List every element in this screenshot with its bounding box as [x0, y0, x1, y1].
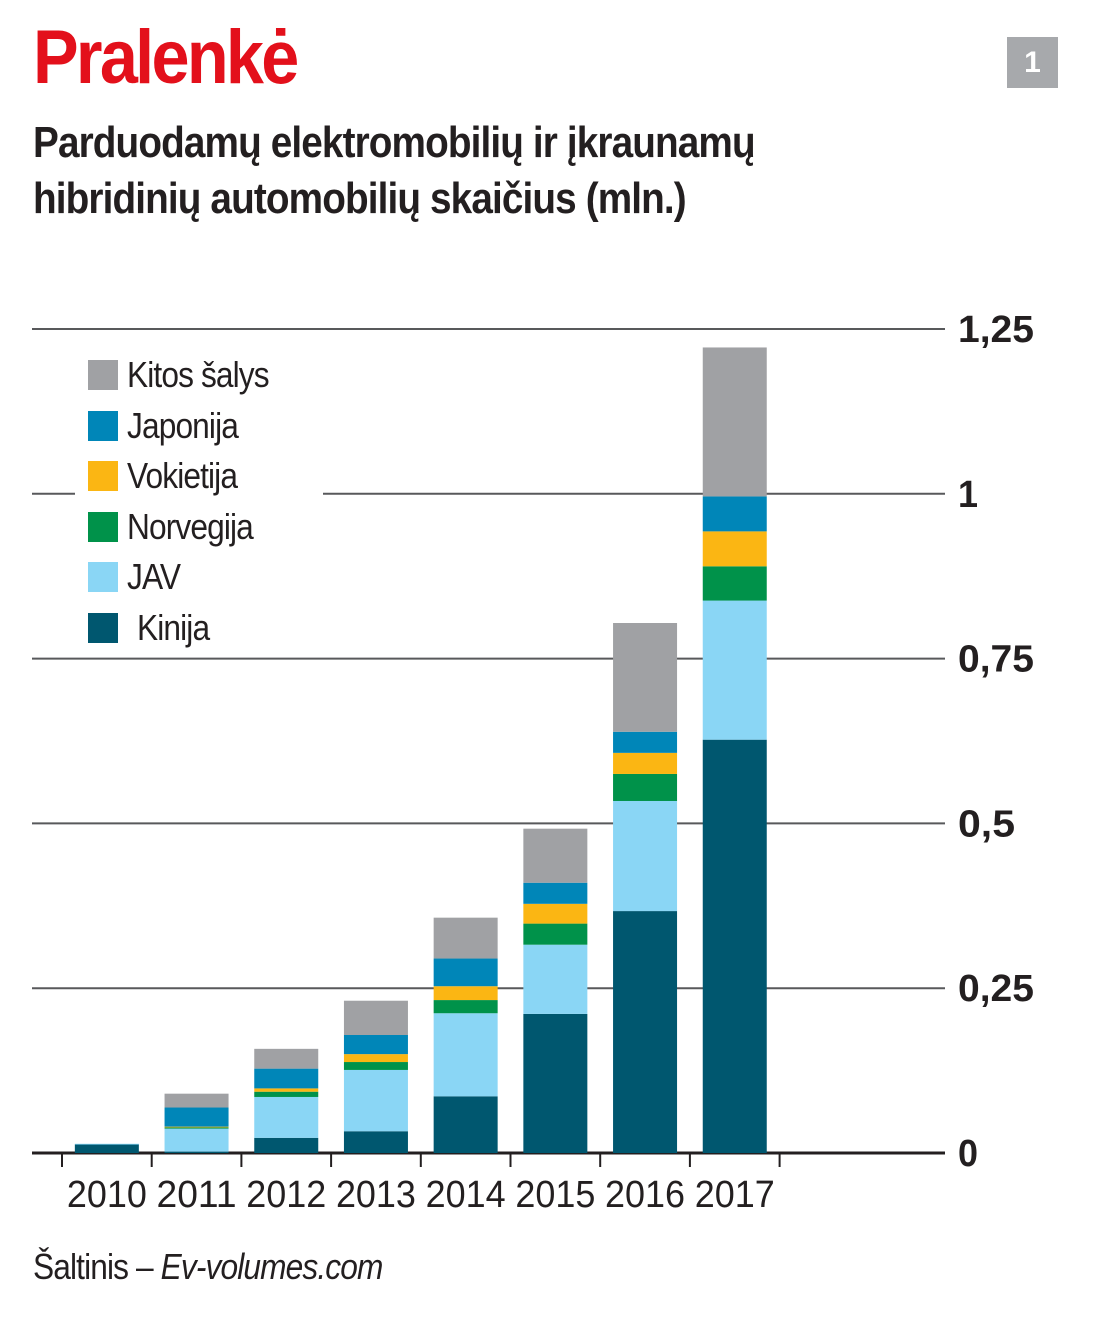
bar-segment-kinija-2015 — [523, 1013, 588, 1153]
legend-label: Kitos šalys — [127, 354, 270, 395]
bar-segment-norvegija-2016 — [613, 773, 678, 801]
legend-swatch — [88, 410, 118, 441]
bar-segment-kitos-alys-2016 — [613, 623, 678, 732]
bar-segment-vokietija-2015 — [523, 903, 588, 924]
x-tick-label: 2012 — [246, 1174, 326, 1216]
x-tick-label: 2013 — [336, 1174, 416, 1216]
bar-segment-kitos-alys-2012 — [254, 1048, 319, 1069]
bar-segment-vokietija-2013 — [343, 1054, 408, 1063]
y-tick-label: 1,25 — [958, 309, 1034, 351]
bar-segment-norvegija-2014 — [433, 1000, 498, 1014]
y-tick-label: 0,75 — [958, 639, 1034, 681]
bar-segment-japonija-2012 — [254, 1068, 319, 1089]
legend-item: Norvegija — [88, 506, 270, 547]
y-tick-label: 1 — [958, 474, 978, 516]
bar-segment-kinija-2014 — [433, 1096, 498, 1153]
chart-subtitle-line2: hibridinių automobilių skaičius (mln.) — [33, 174, 687, 223]
bar-segment-jav-2016 — [613, 800, 678, 912]
bar-segment-kinija-2011 — [164, 1151, 229, 1153]
bar-segment-kinija-2012 — [254, 1137, 319, 1153]
bar-segment-kinija-2013 — [343, 1131, 408, 1153]
legend-label: Japonija — [127, 404, 239, 446]
bar-segment-jav-2012 — [254, 1096, 319, 1138]
bar-segment-jav-2010 — [74, 1143, 139, 1145]
legend-label: JAV — [127, 556, 181, 597]
bar-segment-jav-2013 — [343, 1069, 408, 1132]
y-tick-label: 0,25 — [958, 968, 1034, 1010]
bar-segment-jav-2011 — [164, 1128, 229, 1152]
bar-segment-japonija-2016 — [613, 731, 678, 753]
bar-segment-vokietija-2011 — [164, 1126, 229, 1128]
source-label: Šaltinis – — [33, 1246, 161, 1287]
legend-item: Japonija — [88, 405, 253, 446]
x-tick-label: 2017 — [695, 1174, 775, 1216]
legend-item: Vokietija — [88, 455, 252, 496]
bar-segment-kitos-alys-2011 — [164, 1093, 229, 1108]
y-tick-label: 0 — [958, 1133, 978, 1175]
x-tick-label: 2010 — [67, 1174, 147, 1216]
legend-label: Norvegija — [127, 505, 254, 547]
legend-item: JAV — [88, 556, 187, 597]
bar-segment-vokietija-2012 — [254, 1088, 319, 1092]
legend-swatch — [88, 360, 118, 390]
bar-segment-japonija-2013 — [343, 1035, 408, 1055]
x-tick-label: 2011 — [157, 1174, 237, 1216]
bar-segment-jav-2017 — [702, 600, 767, 740]
legend-label: Vokietija — [127, 455, 238, 496]
bar-segment-jav-2014 — [433, 1013, 498, 1097]
x-tick-label: 2016 — [605, 1174, 685, 1216]
chart-title: Pralenkė — [33, 15, 299, 100]
source-name: Ev-volumes.com — [160, 1246, 384, 1287]
bar-segment-norvegija-2017 — [702, 566, 767, 601]
bar-segment-jav-2015 — [523, 944, 588, 1014]
bar-segment-norvegija-2013 — [343, 1062, 408, 1070]
bar-segment-vokietija-2016 — [613, 752, 678, 774]
legend-label: Kinija — [137, 606, 210, 648]
bar-segment-kitos-alys-2013 — [343, 1000, 408, 1036]
bar-segment-japonija-2015 — [523, 882, 588, 904]
chart-subtitle-line1: Parduodamų elektromobilių ir įkraunamų — [33, 118, 756, 167]
x-tick-label: 2014 — [426, 1174, 506, 1216]
bar-segment-japonija-2017 — [702, 496, 767, 532]
legend-swatch — [88, 461, 118, 491]
bar-segment-kitos-alys-2017 — [702, 347, 767, 497]
legend-item: Kitos šalys — [88, 354, 288, 395]
bar-segment-kinija-2016 — [613, 911, 678, 1153]
bar-segment-norvegija-2015 — [523, 923, 588, 945]
legend-swatch — [88, 612, 118, 643]
legend-swatch — [88, 511, 118, 542]
bar-segment-kitos-alys-2014 — [433, 917, 498, 959]
x-tick-label: 2015 — [515, 1174, 595, 1216]
bar-segment-vokietija-2017 — [702, 531, 767, 567]
legend-swatch — [88, 562, 118, 592]
bar-segment-kinija-2010 — [74, 1144, 139, 1153]
source-note: Šaltinis – Ev-volumes.com — [33, 1246, 384, 1288]
bar-segment-norvegija-2012 — [254, 1091, 319, 1097]
bar-segment-japonija-2011 — [164, 1107, 229, 1127]
bar-segment-norvegija-2011 — [164, 1127, 229, 1129]
figure-number-badge: 1 — [1007, 37, 1058, 88]
bar-segment-kinija-2017 — [702, 739, 767, 1153]
bar-segment-vokietija-2014 — [433, 986, 498, 1001]
bar-segment-kitos-alys-2015 — [523, 828, 588, 883]
chart-legend: Kitos šalys Japonija Vokietija Norvegija JAV… — [75, 350, 323, 650]
y-tick-label: 0,5 — [958, 803, 1015, 845]
bar-segment-japonija-2014 — [433, 958, 498, 987]
legend-item: Kinija — [88, 607, 219, 648]
